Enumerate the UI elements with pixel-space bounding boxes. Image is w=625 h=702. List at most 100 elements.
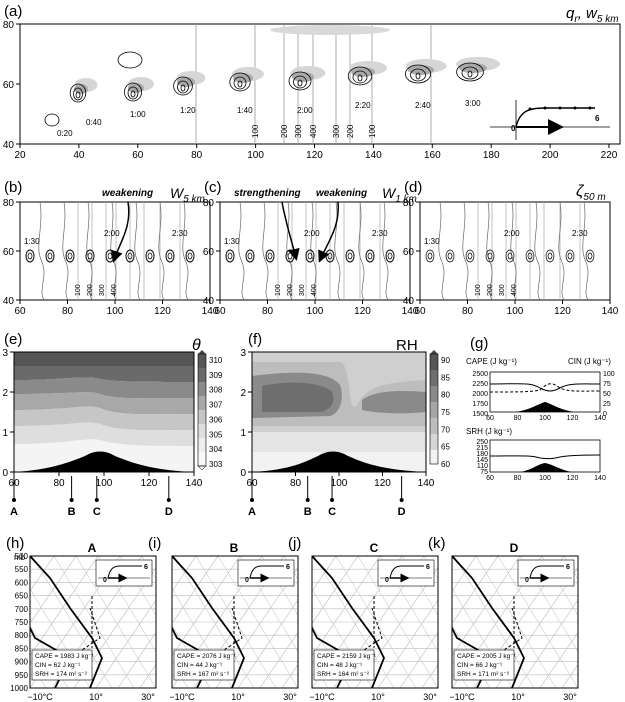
- x-tick-label: 140: [594, 475, 606, 482]
- colorbar-tick-label: 306: [209, 415, 223, 424]
- temp-tick-label: −10°C: [169, 692, 195, 702]
- pressure-tick-label: 550: [15, 565, 29, 574]
- srh-tick-label: 145: [476, 457, 488, 464]
- srh-tick-label: 250: [476, 439, 488, 446]
- sounding-panel-label: (k): [428, 535, 446, 552]
- colorbar-tick-label: 90: [441, 356, 450, 365]
- panel-d: (d) 1:30 2:00 2:30 100 200 300 400 60 80 100 120 140…: [403, 179, 619, 317]
- colorbar-tick-label: 305: [209, 430, 223, 439]
- cape-x-ticks: 60 80 100 120 140: [486, 415, 606, 422]
- panel-e-var: θ: [192, 337, 201, 354]
- pressure-tick-label: 950: [15, 671, 29, 680]
- y-tick-label: 1: [240, 428, 246, 439]
- svg-text:0: 0: [525, 577, 529, 584]
- temperature-profile: [172, 556, 245, 688]
- time-label: 1:30: [24, 237, 40, 246]
- pressure-tick-label: 650: [15, 592, 29, 601]
- cin-tick-label: 50: [603, 391, 611, 398]
- storm-cell: [404, 59, 447, 84]
- temp-tick-label: 30°: [141, 692, 155, 702]
- transect-label: 300: [332, 124, 341, 138]
- sounding-point-label: D: [510, 541, 519, 555]
- x-tick-label: 100: [507, 306, 524, 317]
- point-marker-dot: [399, 498, 404, 502]
- x-tick-label: 120: [374, 478, 391, 489]
- pressure-tick-label: 1000: [10, 684, 28, 693]
- cape-terrain: [515, 402, 575, 412]
- storm-cell: [69, 78, 98, 103]
- srh-x-ticks: 60 80 100 120 140: [486, 475, 606, 482]
- x-tick-label: 100: [539, 415, 551, 422]
- pressure-unit: mb: [14, 553, 26, 562]
- svg-text:0: 0: [385, 577, 389, 584]
- sounding-B: (i) B 0 6 CAPE = 2076 J kg⁻¹ CIN = 44 J kg⁻¹ S…: [148, 535, 299, 702]
- sounding-C: (j) C 0 6 CAPE = 2159 J kg⁻¹ CIN = 48 J kg⁻¹ S…: [288, 535, 439, 702]
- panel-a-storms: [44, 25, 500, 127]
- panel-a-hodograph: 0 6: [490, 100, 610, 140]
- temp-tick-label: −10°C: [449, 692, 475, 702]
- transect-label: 400: [311, 284, 318, 296]
- srh-value: SRH = 174 m² s⁻²: [35, 671, 88, 678]
- temp-tick-label: 10°: [371, 692, 385, 702]
- x-tick-label: 140: [402, 306, 419, 317]
- y-tick-label: 40: [3, 296, 15, 307]
- panel-f-label: (f): [248, 331, 262, 348]
- svg-text:6: 6: [144, 564, 148, 571]
- y-tick-label: 0: [240, 468, 246, 479]
- x-tick-label: 60: [486, 415, 494, 422]
- transect-label: 100: [475, 284, 482, 296]
- x-tick-label: 140: [602, 306, 619, 317]
- temp-tick-label: −10°C: [309, 692, 335, 702]
- x-tick-label: 60: [486, 475, 494, 482]
- colorbar-tick-label: 65: [441, 443, 450, 452]
- panel-b: (b) 1:30 2:00 2:30 100 200 300 400 60 80 100 120 140…: [3, 179, 219, 317]
- svg-text:6: 6: [286, 564, 290, 571]
- x-tick-label: 140: [418, 478, 435, 489]
- pressure-tick-label: 800: [15, 631, 29, 640]
- panel-f-colorbar: 90 85 80 75 70 65 60: [429, 350, 450, 469]
- y-tick-label: 3: [240, 348, 246, 359]
- sounding-frame: [451, 555, 579, 689]
- y-tick-label: 60: [203, 247, 215, 258]
- transect-label: 100: [75, 284, 82, 296]
- transect-label: 300: [499, 284, 506, 296]
- transect-label: 100: [251, 124, 260, 138]
- soundings: mb (h) A 0 6 CAPE = 1983 J kg⁻¹ CIN = 62 J kg…: [6, 535, 579, 702]
- transect-label: 400: [111, 284, 118, 296]
- transect-label: 200: [280, 124, 289, 138]
- cape-ticks: 2500 2250 2000 1750 1500: [472, 371, 488, 418]
- panel-label: (c): [204, 179, 222, 196]
- colorbar-tick-label: 60: [441, 460, 450, 469]
- x-tick-label: 100: [539, 475, 551, 482]
- time-label: 1:30: [224, 237, 240, 246]
- sounding-point-label: C: [370, 541, 379, 555]
- stats-box: [453, 649, 515, 681]
- x-tick-label: 120: [154, 306, 171, 317]
- srh-value: SRH = 164 m² s⁻²: [317, 671, 370, 678]
- point-marker-dot: [94, 498, 99, 502]
- x-tick-label: 120: [554, 306, 571, 317]
- x-tick-label: 140: [594, 415, 606, 422]
- x-tick-label: 80: [514, 415, 522, 422]
- pressure-tick-label: 700: [15, 605, 29, 614]
- panel-var: W5 km: [170, 185, 205, 205]
- point-marker-dot: [250, 498, 254, 502]
- colorbar-tick-label: 70: [441, 425, 450, 434]
- x-tick-label: 80: [53, 478, 65, 489]
- svg-text:6: 6: [426, 564, 430, 571]
- panel-a-transect-labels: 100 200 300 400 300 200 100: [251, 124, 377, 138]
- storm-cell: [229, 67, 264, 92]
- panel-e-colorbar: 310 309 308 307 306 305 304 303: [197, 350, 223, 471]
- point-marker-dot: [305, 498, 310, 502]
- point-label: C: [328, 506, 336, 518]
- time-label: 2:40: [415, 101, 431, 110]
- time-label: 1:40: [237, 106, 253, 115]
- transect-label: 200: [487, 284, 494, 296]
- pressure-tick-label: 600: [15, 578, 29, 587]
- temp-tick-label: −10°C: [27, 692, 53, 702]
- cape-tick-label: 2500: [472, 371, 488, 378]
- x-tick-label: 80: [62, 306, 74, 317]
